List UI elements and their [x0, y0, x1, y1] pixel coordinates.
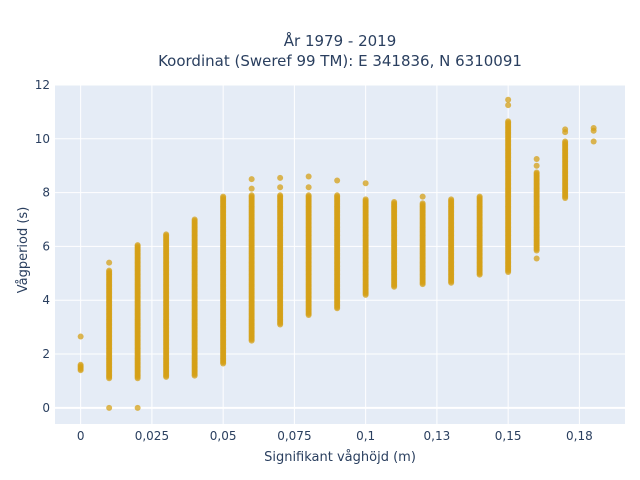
y-tick-label: 10: [35, 132, 50, 146]
x-tick-label: 0,1: [356, 429, 375, 443]
y-tick-label: 4: [42, 293, 50, 307]
data-points: [77, 96, 597, 411]
data-point: [305, 184, 312, 191]
data-point: [562, 126, 569, 133]
data-point: [334, 177, 341, 184]
x-tick-label: 0,05: [210, 429, 237, 443]
data-point: [277, 184, 284, 191]
y-tick-label: 6: [42, 239, 50, 253]
x-tick-label: 0,15: [495, 429, 522, 443]
x-tick-label: 0,025: [135, 429, 169, 443]
data-point: [562, 138, 569, 145]
data-point: [476, 193, 483, 200]
data-point: [77, 333, 84, 340]
data-point: [391, 199, 398, 206]
data-point: [134, 404, 141, 411]
data-point: [419, 193, 426, 200]
data-point: [248, 176, 255, 183]
x-axis-ticks: 0 0,025 0,05 0,075 0,1 0,13 0,15 0,18: [77, 429, 593, 443]
data-point: [134, 242, 141, 249]
chart-title-line-1: År 1979 - 2019: [284, 31, 397, 50]
data-point: [248, 192, 255, 199]
y-axis-ticks: 0 2 4 6 8 10 12: [35, 78, 50, 415]
y-tick-label: 8: [42, 186, 50, 200]
data-point: [505, 102, 512, 109]
data-point: [533, 169, 540, 176]
data-point: [106, 259, 113, 266]
data-point: [419, 200, 426, 207]
x-tick-label: 0,18: [566, 429, 593, 443]
data-point: [163, 231, 170, 238]
data-point: [590, 125, 597, 132]
x-axis-title: Signifikant våghöjd (m): [264, 450, 416, 465]
y-tick-label: 2: [42, 347, 50, 361]
data-point: [590, 138, 597, 145]
data-point: [77, 361, 84, 368]
data-point: [220, 193, 227, 200]
y-axis-title: Vågperiod (s): [16, 207, 31, 294]
x-tick-label: 0,075: [277, 429, 311, 443]
data-point: [277, 174, 284, 181]
data-point: [305, 173, 312, 180]
data-point: [448, 196, 455, 203]
y-tick-label: 12: [35, 78, 50, 92]
data-point: [334, 192, 341, 199]
data-point: [277, 192, 284, 199]
data-point: [106, 267, 113, 274]
chart-title-line-2: Koordinat (Sweref 99 TM): E 341836, N 63…: [158, 52, 522, 70]
data-point: [305, 192, 312, 199]
y-tick-label: 0: [42, 401, 50, 415]
data-point: [106, 404, 113, 411]
x-tick-label: 0: [77, 429, 85, 443]
data-point: [191, 216, 198, 223]
data-point: [362, 180, 369, 187]
data-point: [505, 118, 512, 125]
data-point: [533, 155, 540, 162]
data-point: [533, 255, 540, 262]
data-point: [248, 185, 255, 192]
data-point: [362, 196, 369, 203]
data-point: [533, 162, 540, 169]
data-point: [505, 96, 512, 103]
x-tick-label: 0,13: [424, 429, 451, 443]
